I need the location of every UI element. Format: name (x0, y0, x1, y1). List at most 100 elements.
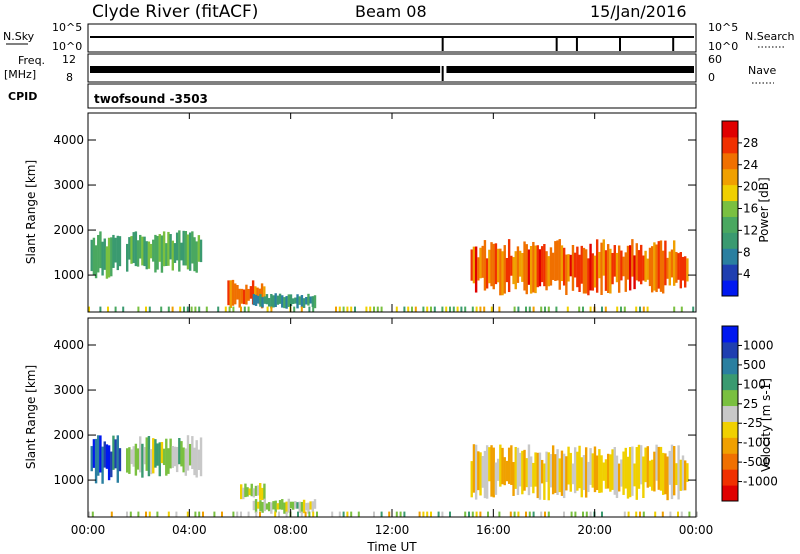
ground-scatter-cell (604, 306, 607, 312)
ground-scatter-cell (312, 511, 315, 517)
range-gate-cell (653, 242, 656, 291)
freq-band (446, 66, 694, 73)
range-gate-cell (670, 444, 674, 500)
ground-scatter-cell (654, 511, 657, 517)
range-gate-cell (545, 451, 548, 483)
colorbar-tick-label: 24 (743, 158, 758, 172)
range-gate-cell (246, 487, 249, 497)
nsky-strip: N.Sky 10^5 10^0 10^5 10^0 N.Search (3, 21, 795, 53)
ground-scatter-cell (338, 511, 341, 517)
range-gate-cell (567, 446, 570, 485)
ground-scatter-cell (259, 511, 261, 517)
range-gate-cell (580, 457, 583, 498)
range-gate-cell (496, 248, 500, 283)
ground-scatter-cell (449, 511, 451, 517)
ground-scatter-cell (88, 511, 90, 517)
ground-scatter-cell (300, 511, 303, 517)
ground-scatter-cell (547, 306, 550, 312)
ground-scatter-cell (335, 306, 337, 312)
range-gate-cell (681, 455, 685, 491)
ground-scatter-cell (570, 511, 573, 517)
range-gate-cell (593, 446, 597, 493)
range-gate-cell (143, 236, 146, 267)
colorbar-segment (722, 136, 738, 154)
range-gate-cell (94, 438, 98, 484)
range-gate-cell (490, 242, 493, 287)
range-gate-cell (180, 242, 183, 261)
nave-label: Nave (748, 64, 776, 77)
range-gate-cell (311, 296, 315, 307)
ground-scatter-cell (243, 306, 246, 312)
range-gate-cell (195, 241, 198, 273)
ground-scatter-cell (426, 511, 429, 517)
range-gate-cell (650, 459, 654, 491)
ground-scatter-cell (350, 511, 353, 517)
power-colorbar: 4 8 12 16 20 24 28 (721, 120, 758, 297)
range-gate-cell (298, 501, 301, 513)
range-gate-cell (107, 237, 111, 278)
colorbar-segment (722, 264, 738, 281)
ground-scatter-cell (293, 306, 296, 312)
power-x-ticks (87, 113, 697, 312)
range-gate-cell (516, 447, 520, 496)
ground-scatter-cell (464, 511, 467, 517)
range-gate-cell (659, 240, 663, 292)
ground-scatter-cell (627, 511, 630, 517)
range-gate-cell (631, 446, 634, 496)
ground-scatter-cell (266, 306, 269, 312)
ground-scatter-cell (479, 511, 482, 517)
range-gate-cell (549, 247, 553, 286)
range-gate-cell (477, 257, 480, 281)
ground-scatter-cell (380, 306, 383, 312)
ground-scatter-cell (422, 511, 425, 517)
range-gate-cell (167, 231, 170, 266)
ground-scatter-cell (532, 306, 535, 312)
range-gate-cell (311, 501, 315, 513)
range-gate-cell (188, 232, 192, 271)
range-gate-cell (165, 438, 168, 476)
range-gate-cell (494, 462, 498, 495)
range-gate-cell (624, 252, 627, 292)
range-gate-cell (571, 245, 575, 291)
x-tick-label: 16:00 (476, 523, 511, 537)
range-gate-cell (256, 287, 259, 302)
ground-scatter-cell (479, 306, 482, 312)
ground-scatter-cell (517, 306, 520, 312)
ground-scatter-cell (509, 511, 512, 517)
ground-scatter-cell (129, 511, 132, 517)
range-gate-cell (598, 251, 601, 279)
colorbar-tick-label: 4 (743, 267, 751, 281)
range-gate-cell (249, 286, 253, 299)
range-gate-cell (686, 258, 689, 282)
range-gate-cell (240, 288, 244, 304)
colorbar-segment (722, 469, 738, 486)
range-gate-cell (278, 293, 282, 304)
range-gate-cell (512, 462, 515, 496)
range-gate-cell (494, 243, 498, 285)
range-gate-cell (278, 500, 282, 510)
range-gate-cell (92, 439, 96, 468)
ground-scatter-cell (430, 306, 432, 312)
ground-scatter-cell (468, 511, 470, 517)
range-gate-cell (143, 447, 146, 465)
ground-scatter-cell (449, 306, 451, 312)
range-gate-cell (620, 250, 623, 281)
range-gate-cell (309, 501, 312, 510)
ground-scatter-cell (528, 511, 531, 517)
range-gate-cell (635, 243, 638, 281)
range-gate-cell (582, 247, 586, 294)
range-gate-cell (242, 289, 246, 305)
range-gate-cell (145, 241, 148, 270)
range-gate-cell (289, 501, 293, 509)
range-gate-cell (611, 449, 614, 490)
range-gate-cell (199, 239, 203, 263)
ground-scatter-cell (642, 306, 645, 312)
range-gate-cell (628, 245, 632, 291)
range-gate-cell (263, 483, 266, 500)
range-gate-cell (199, 437, 203, 477)
range-gate-cell (543, 463, 546, 500)
range-gate-cell (600, 455, 603, 493)
range-gate-cell (160, 235, 164, 273)
colorbar-tick-label: 28 (743, 136, 758, 150)
